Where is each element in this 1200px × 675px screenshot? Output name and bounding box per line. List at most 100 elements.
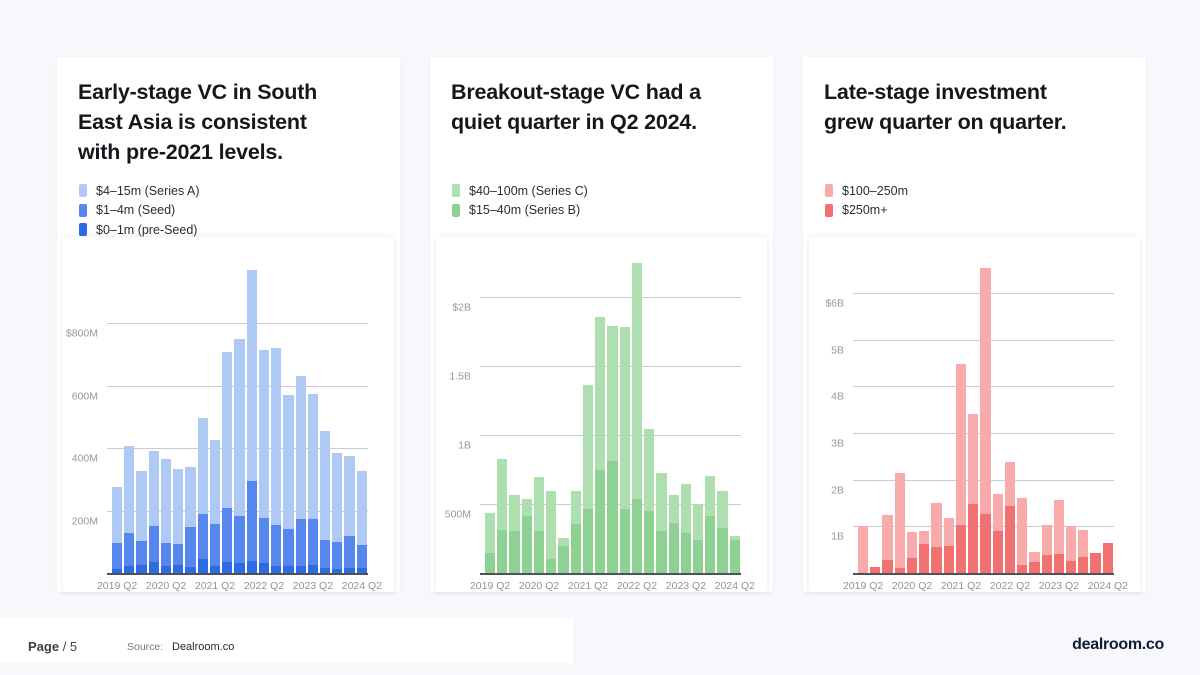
bar-segment (222, 507, 233, 563)
bar-2022 Q2 (1004, 251, 1016, 574)
bar-2020 Q2 (160, 251, 172, 574)
bar-2022 Q3 (643, 251, 655, 574)
bar-2023 Q4 (1077, 251, 1089, 574)
bar-segment (319, 430, 331, 540)
bar-segment (717, 491, 728, 529)
x-axis-label: 2019 Q2 (469, 580, 511, 592)
bar-segment (197, 559, 208, 574)
bar-segment (295, 376, 306, 520)
x-axis-label: 2022 Q2 (243, 580, 285, 592)
bar-2023 Q2 (1053, 251, 1065, 574)
bar-segment (906, 557, 918, 574)
legend-item: $40–100m (Series C) (452, 181, 588, 201)
bar-segment (356, 568, 367, 574)
bar-segment (271, 566, 282, 574)
bar-segment (546, 558, 557, 574)
bar-segment (1090, 553, 1101, 574)
x-axis-label: 2020 Q2 (891, 580, 933, 592)
legend-item: $4–15m (Series A) (79, 181, 200, 201)
legend-item: $100–250m (825, 181, 908, 201)
bar-2023 Q2 (680, 251, 692, 574)
bar-segment (209, 566, 221, 574)
bar-segment (558, 546, 569, 574)
bar-2023 Q1 (295, 251, 307, 574)
y-axis-label: 500M (444, 508, 471, 521)
card-early-stage: Early-stage VC in South East Asia is con… (57, 57, 400, 592)
bar-segment (1065, 526, 1077, 561)
bar-segment (148, 562, 159, 574)
y-axis-label: 1.5B (449, 370, 471, 383)
bar-segment (344, 567, 355, 574)
bar-segment (906, 531, 918, 558)
bar-segment (124, 566, 135, 574)
bar-segment (1017, 497, 1028, 565)
legend-label: $40–100m (Series C) (469, 183, 588, 198)
bar-segment (148, 450, 159, 526)
bar-segment (307, 394, 318, 520)
bar-segment (1078, 529, 1089, 558)
bar-segment (631, 263, 643, 500)
bar-segment (234, 339, 245, 516)
chart-area-early-stage: 200M 400M 600M $800M 2019 Q2 2020 Q2 2021 Q2 20… (63, 237, 394, 592)
bar-segment (344, 535, 355, 568)
bar-segment (882, 560, 893, 574)
plot-area: 1B 2B 3B 4B 5B $6B 2019 Q2 2020 Q2 2021 Q2 2022 Q… (825, 251, 1128, 592)
bar-2022 Q2 (258, 251, 270, 574)
bar-segment (136, 471, 147, 542)
bar-segment (271, 524, 282, 567)
bar-segment (209, 524, 221, 567)
bar-segment (509, 495, 520, 532)
bar-segment (319, 567, 331, 574)
y-axis-label: 3B (831, 437, 844, 450)
bar-segment (692, 504, 704, 540)
bar-2020 Q2 (533, 251, 545, 574)
bar-segment (234, 515, 245, 564)
chart-area-breakout-stage: 500M 1B 1.5B $2B 2019 Q2 2020 Q2 2021 Q2 2022 Q… (436, 237, 767, 592)
bar-segment (680, 484, 691, 533)
bar-segment (124, 533, 135, 567)
plot-area: 200M 400M 600M $800M 2019 Q2 2020 Q2 2021 Q2 20… (66, 251, 382, 592)
bar-2020 Q1 (521, 251, 533, 574)
bar-segment (283, 566, 294, 574)
y-axis-label: $800M (65, 327, 98, 340)
bar-segment (209, 439, 221, 525)
bar-segment (968, 504, 979, 574)
bar-segment (717, 528, 728, 574)
legend-swatch (452, 203, 460, 217)
bar-segment (570, 491, 581, 525)
bar-group (484, 251, 741, 574)
bar-segment (497, 529, 508, 574)
bar-segment (160, 565, 172, 574)
legend-label: $4–15m (Series A) (96, 183, 200, 198)
bar-2024 Q2 (729, 251, 741, 574)
dealroom-logo: dealroom.co (1072, 636, 1164, 653)
bar-segment (1078, 557, 1089, 574)
legend-label: $0–1m (pre-Seed) (96, 222, 198, 237)
bar-segment (968, 413, 979, 504)
bar-2019 Q3 (123, 251, 135, 574)
bar-segment (533, 531, 545, 574)
bar-segment (160, 542, 172, 566)
bar-2020 Q2 (906, 251, 918, 574)
bar-segment (136, 541, 147, 565)
bar-2023 Q4 (704, 251, 716, 574)
bar-2022 Q4 (282, 251, 294, 574)
bar-segment (185, 527, 196, 568)
bar-segment (668, 495, 679, 523)
bar-segment (271, 348, 282, 525)
bar-segment (136, 564, 147, 574)
bar-2021 Q1 (943, 251, 955, 574)
x-axis-label: 2021 Q2 (194, 580, 236, 592)
bar-2020 Q4 (184, 251, 196, 574)
y-axis-label: 1B (831, 530, 844, 543)
bar-2019 Q4 (508, 251, 520, 574)
bar-2020 Q1 (148, 251, 160, 574)
bar-2022 Q4 (655, 251, 667, 574)
card-breakout-stage: Breakout-stage VC had a quiet quarter in… (430, 57, 773, 592)
bar-segment (705, 516, 716, 574)
x-axis-baseline (480, 573, 741, 575)
bar-segment (1029, 562, 1040, 574)
bar-segment (258, 563, 270, 574)
bar-segment (356, 470, 367, 545)
bar-segment (955, 525, 967, 574)
